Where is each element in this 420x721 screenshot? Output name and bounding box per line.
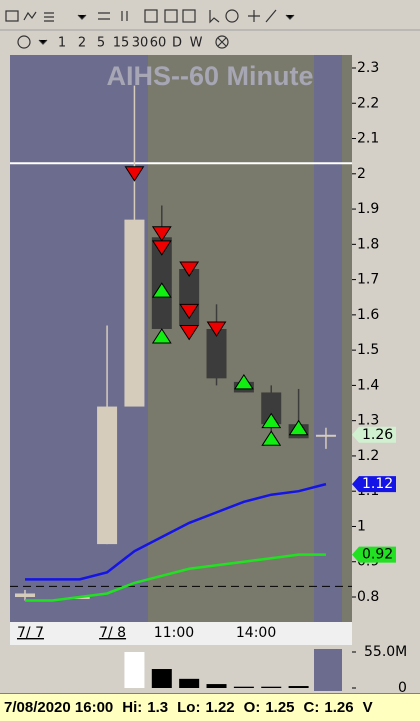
buy-signal (151, 282, 172, 298)
buy-signal (261, 430, 282, 446)
interval-button[interactable]: W (190, 36, 203, 51)
volume-bar (124, 652, 145, 688)
session-shade (314, 55, 342, 622)
y-axis-panel (352, 55, 420, 622)
status-value: 1.25 (265, 699, 295, 716)
sell-signal (206, 321, 227, 337)
x-tick-label: 7/ 8 (99, 625, 126, 641)
sell-signal (151, 240, 172, 256)
blue-line-label: 1.12 (362, 476, 393, 492)
y-tick-label: 1.4 (357, 377, 379, 393)
toolbar-icons-2[interactable] (17, 35, 229, 49)
status-label: Hi: (122, 699, 143, 716)
y-tick-label: 1.7 (357, 272, 379, 288)
status-value: 1.22 (205, 699, 235, 716)
indicator-line (25, 482, 327, 581)
status-label: O: (243, 699, 261, 716)
status-bar: 7/08/2020 16:00 Hi: 1.3 Lo: 1.22 O: 1.25 C: 1.26… (0, 693, 420, 721)
status-label: C: (303, 699, 320, 716)
y-tick-label: 0.8 (357, 589, 379, 605)
x-tick-label: 14:00 (236, 625, 276, 641)
volume-bar (206, 684, 227, 688)
interval-button[interactable]: 15 (113, 36, 130, 51)
volume-tick-label: 0 (398, 680, 407, 693)
volume-bar (179, 678, 200, 688)
indicator-line (25, 553, 326, 602)
buy-signal (261, 412, 282, 429)
interval-buttons[interactable]: 1 2 5 15 30 60 D W (58, 36, 203, 51)
session-shade (314, 649, 342, 691)
interval-button[interactable]: 1 (58, 36, 66, 51)
volume-bar (151, 669, 172, 688)
volume-tick-label: 55.0M (364, 644, 407, 660)
buy-signal (288, 419, 309, 436)
status-datetime: 7/08/2020 16:00 (4, 699, 114, 716)
y-tick-label: 1.3 (357, 413, 379, 429)
blue-line-label-bg (352, 476, 396, 493)
last-price-label-bg (352, 426, 396, 443)
sell-signal (151, 226, 172, 242)
volume-bar (233, 686, 254, 688)
sell-signal (124, 166, 145, 182)
candle-body (124, 219, 145, 407)
sell-signal (179, 303, 200, 320)
sell-signal (179, 261, 200, 277)
candle-body (97, 406, 118, 545)
last-price-label: 1.26 (362, 427, 393, 443)
toolbar-icons[interactable] (5, 9, 295, 24)
volume-bar (261, 686, 282, 688)
y-tick-label: 2.3 (357, 60, 379, 76)
buy-signal (151, 328, 172, 344)
volume-bar (288, 686, 309, 688)
y-tick-label: 1 (357, 518, 366, 534)
green-line-label: 0.92 (362, 547, 393, 563)
y-tick-label: 1.2 (357, 448, 379, 464)
x-axis-panel (10, 622, 352, 645)
interval-button[interactable]: 2 (78, 36, 86, 51)
y-tick-label: 2 (357, 166, 366, 182)
y-tick-label: 1.6 (357, 307, 379, 323)
interval-button[interactable]: 30 (132, 36, 149, 51)
candle-body (206, 328, 227, 379)
buy-signal (233, 373, 254, 390)
y-tick-label: 1.8 (357, 236, 379, 252)
green-line-label-bg (352, 546, 396, 563)
sell-signal (179, 325, 200, 341)
status-trailing: V (362, 699, 373, 716)
y-tick-label: 1.5 (357, 342, 379, 358)
watermark-title: AIHS--60 Minute (106, 61, 313, 91)
y-tick-label: 1.9 (357, 201, 379, 217)
x-tick-label: 7/ 7 (17, 625, 44, 641)
y-tick-label: 2.2 (357, 95, 379, 111)
interval-button[interactable]: 5 (97, 36, 105, 51)
candle-body (15, 593, 35, 597)
interval-button[interactable]: 60 (150, 36, 167, 51)
y-tick-label: 2.1 (357, 131, 379, 147)
status-label: Lo: (177, 699, 201, 716)
status-value: 1.3 (147, 699, 169, 716)
interval-button[interactable]: D (172, 36, 182, 51)
candle-body (315, 434, 336, 437)
status-value: 1.26 (324, 699, 354, 716)
x-tick-label: 11:00 (154, 625, 194, 641)
candle-body (261, 392, 282, 425)
